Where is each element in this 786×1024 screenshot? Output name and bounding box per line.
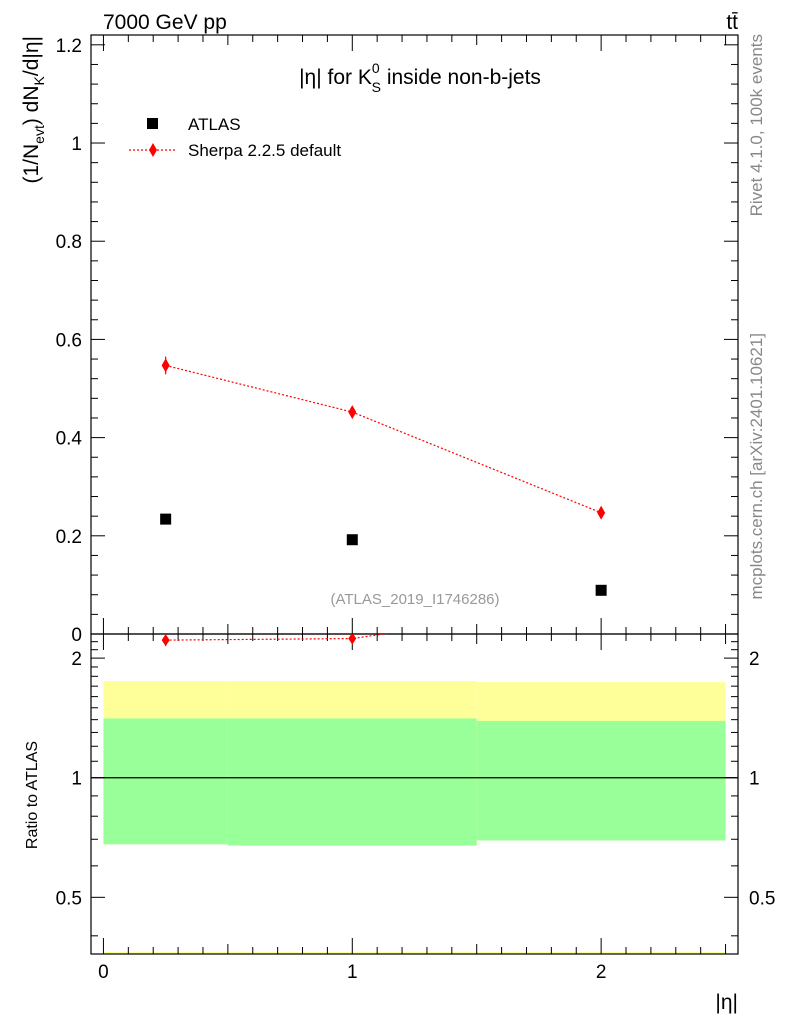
energy-label: 7000 GeV pp	[103, 11, 227, 34]
main-y-tick-label-3: 0.6	[56, 330, 82, 351]
reference-label: (ATLAS_2019_I1746286)	[330, 591, 499, 608]
x-axis-label: |η|	[715, 991, 738, 1014]
main-y-axis-label: (1/Nevt) dNK/d|η|	[20, 36, 47, 184]
main-y-tick-label-0: 0	[71, 625, 82, 646]
sherpa-line	[165, 364, 602, 514]
x-tick-label-1: 1	[347, 962, 358, 983]
ratio-y-axis: 0.5 0.5 1 1 2 2	[56, 641, 775, 937]
sherpa-point	[597, 505, 606, 520]
ratio-sherpa-point	[597, 597, 605, 609]
process-label: tt̄	[726, 11, 738, 34]
ratio-sherpa-point	[348, 634, 357, 645]
ratio-y-tick-label-right-2: 2	[749, 649, 760, 670]
legend-atlas-marker	[147, 118, 158, 129]
legend-atlas-label: ATLAS	[188, 115, 241, 134]
sherpa-point	[161, 358, 170, 373]
ratio-y-tick-label-right-0: 0.5	[749, 888, 775, 909]
ratio-sherpa-point	[161, 634, 170, 647]
ratio-y-tick-label-left-0: 0.5	[56, 888, 82, 909]
main-y-axis: 0 0.2 0.4 0.6 0.8 1 1.2	[56, 36, 738, 646]
main-y-tick-label-4: 0.8	[56, 232, 82, 253]
sherpa-point	[348, 405, 357, 420]
atlas-point	[160, 513, 172, 525]
ratio-data	[161, 597, 605, 647]
ratio-y-tick-label-left-2: 2	[71, 649, 82, 670]
x-tick-label-2: 2	[596, 962, 607, 983]
plot-title: |η| for K0 S inside non-b-jets	[299, 60, 541, 95]
legend-sherpa-label: Sherpa 2.2.5 default	[188, 141, 341, 160]
ratio-y-axis-label: Ratio to ATLAS	[24, 741, 41, 849]
x-tick-label-0: 0	[98, 962, 109, 983]
main-y-tick-label-6: 1.2	[56, 36, 82, 57]
main-y-tick-label-2: 0.4	[56, 429, 83, 450]
green-band-2	[476, 720, 726, 841]
atlas-point	[346, 534, 358, 546]
main-y-tick-label-1: 0.2	[56, 527, 82, 548]
ratio-y-tick-label-right-1: 1	[749, 769, 760, 790]
mcplots-label: mcplots.cern.ch [arXiv:2401.10621]	[747, 333, 766, 599]
ratio-panel-frame	[90, 633, 739, 955]
atlas-point	[595, 584, 607, 596]
green-band-0	[103, 718, 228, 845]
main-data	[160, 356, 607, 596]
main-y-tick-label-5: 1	[71, 134, 82, 155]
rivet-version-label: Rivet 4.1.0, 100k events	[747, 34, 766, 216]
yellow-band-foot-0	[103, 952, 228, 954]
ratio-bands	[91, 681, 738, 954]
green-band-1	[227, 718, 477, 846]
legend-sherpa-marker	[149, 143, 157, 157]
legend: ATLAS Sherpa 2.2.5 default	[129, 115, 341, 160]
ratio-y-tick-label-left-1: 1	[71, 769, 82, 790]
